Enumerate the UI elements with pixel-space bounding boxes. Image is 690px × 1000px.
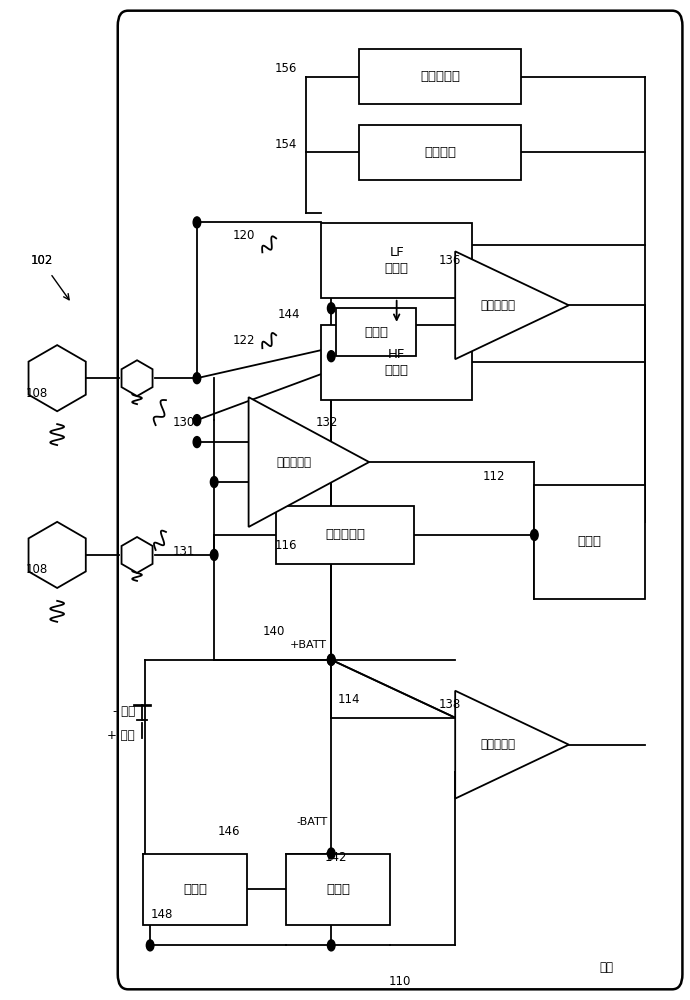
Circle shape: [193, 437, 201, 448]
Text: - 电源: - 电源: [113, 705, 135, 718]
Text: 138: 138: [438, 698, 461, 711]
Text: 154: 154: [275, 138, 297, 151]
Text: 148: 148: [151, 908, 173, 921]
Text: 120: 120: [233, 229, 255, 242]
Text: 146: 146: [217, 825, 240, 838]
Text: 102: 102: [31, 254, 53, 267]
Text: 156: 156: [275, 62, 297, 75]
Text: 112: 112: [483, 470, 505, 483]
Text: 131: 131: [173, 545, 195, 558]
Circle shape: [193, 415, 201, 426]
FancyBboxPatch shape: [321, 223, 473, 298]
Text: 140: 140: [263, 625, 285, 638]
FancyBboxPatch shape: [534, 485, 644, 599]
Text: 控制器: 控制器: [578, 535, 602, 548]
Text: 110: 110: [389, 975, 411, 988]
Text: LF
接收器: LF 接收器: [384, 246, 408, 275]
Circle shape: [328, 654, 335, 665]
Text: 电池电压计: 电池电压计: [481, 738, 516, 751]
Text: HF
接收器: HF 接收器: [384, 348, 408, 377]
Circle shape: [328, 351, 335, 362]
Text: 142: 142: [324, 851, 347, 864]
Text: 壳体: 壳体: [600, 961, 613, 974]
Text: 分流器: 分流器: [364, 326, 388, 339]
Circle shape: [328, 848, 335, 859]
Text: -BATT: -BATT: [297, 817, 328, 827]
Text: 电池电流计: 电池电流计: [481, 299, 516, 312]
Polygon shape: [121, 360, 152, 396]
Polygon shape: [121, 537, 152, 573]
Circle shape: [531, 529, 538, 540]
Circle shape: [193, 217, 201, 228]
Text: 136: 136: [438, 254, 461, 267]
Circle shape: [146, 940, 154, 951]
Text: + 电源: + 电源: [108, 729, 135, 742]
Circle shape: [328, 303, 335, 314]
Circle shape: [328, 654, 335, 665]
Text: 122: 122: [233, 334, 255, 347]
FancyBboxPatch shape: [359, 125, 521, 180]
FancyBboxPatch shape: [118, 11, 682, 989]
Text: 130: 130: [173, 416, 195, 429]
Text: 108: 108: [26, 387, 48, 400]
Text: 108: 108: [26, 563, 48, 576]
Polygon shape: [28, 522, 86, 588]
Text: 132: 132: [316, 416, 338, 429]
Text: 调整器: 调整器: [183, 883, 207, 896]
Text: 加速度计: 加速度计: [424, 146, 456, 159]
Text: +BATT: +BATT: [290, 640, 327, 650]
Text: 感测放大器: 感测放大器: [277, 456, 312, 469]
Text: 114: 114: [338, 693, 361, 706]
Circle shape: [210, 549, 218, 560]
FancyBboxPatch shape: [359, 49, 521, 104]
Polygon shape: [248, 397, 369, 527]
FancyBboxPatch shape: [276, 506, 414, 564]
FancyBboxPatch shape: [337, 308, 415, 356]
Circle shape: [328, 940, 335, 951]
Text: 144: 144: [278, 308, 300, 321]
FancyBboxPatch shape: [321, 325, 473, 400]
Text: 原电池: 原电池: [326, 883, 350, 896]
FancyBboxPatch shape: [286, 854, 390, 925]
Text: 脉冲发生器: 脉冲发生器: [325, 528, 365, 541]
Circle shape: [193, 373, 201, 384]
Text: 压力传感器: 压力传感器: [420, 70, 460, 83]
Text: 102: 102: [31, 254, 53, 267]
Text: 116: 116: [275, 539, 297, 552]
Circle shape: [210, 477, 218, 488]
FancyBboxPatch shape: [144, 854, 246, 925]
Polygon shape: [455, 691, 569, 799]
Polygon shape: [28, 345, 86, 411]
Polygon shape: [455, 251, 569, 359]
